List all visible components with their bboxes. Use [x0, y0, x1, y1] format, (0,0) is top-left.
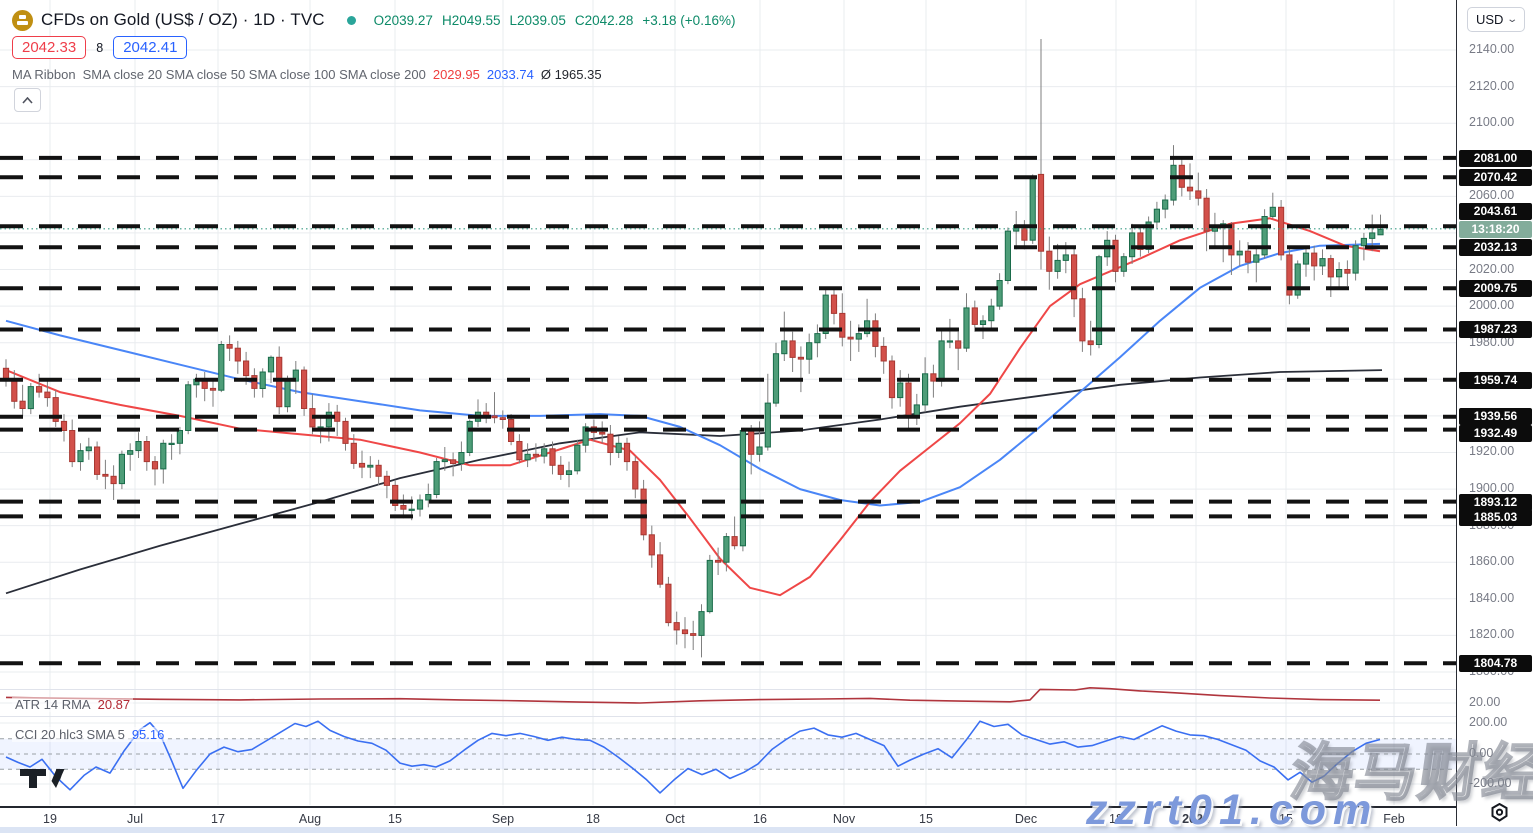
price-level-badge: 2043.61 [1459, 202, 1532, 220]
time-axis-label: Oct [665, 812, 685, 826]
open-value: O2039.27 [373, 12, 433, 28]
price-level-badge: 1885.03 [1459, 508, 1532, 526]
indicator-legend[interactable]: MA Ribbon SMA close 20 SMA close 50 SMA … [12, 67, 602, 82]
price-gridline-label: 1860.00 [1469, 554, 1515, 568]
time-axis-label: Feb [1383, 812, 1405, 826]
price-gridline-label: 1920.00 [1469, 444, 1515, 458]
currency-label: USD [1476, 12, 1504, 27]
indicator-value-1: 2029.95 [432, 67, 480, 82]
price-level-badge: 1893.12 [1459, 493, 1532, 511]
time-axis[interactable]: 19 Jul 17 Aug 15 Sep 18 Oct 16 Nov 15 Dec 18 2024 15 Fe… [0, 806, 1533, 827]
time-axis-label: Sep [491, 812, 515, 826]
time-axis-label: 18 [1109, 812, 1123, 826]
sma-fast-line [5, 217, 1381, 597]
symbol-row: CFDs on Gold (US$ / OZ) · 1D · TVC O2039… [12, 8, 735, 32]
price-level-badge: 2032.13 [1459, 238, 1532, 256]
price-level-badge: 1804.78 [1459, 654, 1532, 672]
price-level-badge: 1932.49 [1459, 424, 1532, 442]
price-gridline-label: 2060.00 [1469, 188, 1515, 202]
price-level-badge: 1939.56 [1459, 407, 1532, 425]
price-level-badge: 2070.42 [1459, 168, 1532, 186]
time-axis-label: 15 [919, 812, 933, 826]
watermark-url: zzrt01.com [1086, 786, 1379, 833]
time-axis-label: 15 [388, 812, 402, 826]
time-axis-label: 18 [586, 812, 600, 826]
currency-selector[interactable]: USD ⌄ [1467, 7, 1525, 32]
ohlc-values: O2039.27 H2049.55 L2039.05 C2042.28 +3.1… [374, 13, 736, 28]
chevron-up-icon [22, 96, 33, 104]
sma-200-line [5, 369, 1383, 595]
candles [2, 39, 1384, 658]
time-axis-label: 19 [43, 812, 57, 826]
cci-pane-legend[interactable]: CCI 20 hlc3 SMA 5 95.16 [12, 727, 168, 742]
price-gridline-label: 1820.00 [1469, 627, 1515, 641]
indicator-value-2: 2033.74 [486, 67, 534, 82]
candle-countdown-badge: 13:18:20 [1459, 220, 1532, 238]
high-value: H2049.55 [441, 12, 501, 28]
price-gridline-label: 2140.00 [1469, 42, 1515, 56]
close-value: C2042.28 [574, 12, 634, 28]
pane-gridline-label: 0.00 [1469, 746, 1494, 760]
atr-pane-legend[interactable]: ATR 14 RMA 20.87 [12, 697, 134, 712]
indicator-avg-value: Ø 1965.35 [540, 67, 602, 82]
gold-symbol-icon [12, 9, 33, 31]
atr-value: 20.87 [97, 697, 131, 712]
gear-icon[interactable] [1490, 802, 1509, 827]
bottom-strip [0, 827, 1533, 833]
time-axis-label: Nov [832, 812, 856, 826]
symbol-title[interactable]: CFDs on Gold (US$ / OZ) · 1D · TVC [41, 10, 325, 29]
spread-value: 8 [96, 40, 104, 55]
time-axis-label: 16 [753, 812, 767, 826]
cci-label: CCI 20 hlc3 SMA 5 [15, 727, 125, 742]
time-axis-label: Aug [298, 812, 322, 826]
indicator-name: MA Ribbon [12, 67, 76, 82]
price-level-badge: 1959.74 [1459, 371, 1532, 389]
change-value: +3.18 (+0.16%) [642, 12, 736, 28]
price-level-badge: 2009.75 [1459, 279, 1532, 297]
sell-button[interactable]: 2042.33 [12, 36, 87, 59]
time-axis-label: Dec [1014, 812, 1038, 826]
pane-gridline-label: 20.00 [1469, 695, 1501, 709]
atr-line [5, 686, 1381, 704]
time-axis-label: 15 [1279, 812, 1293, 826]
price-gridline-label: 2000.00 [1469, 298, 1515, 312]
price-gridline-label: 2100.00 [1469, 115, 1515, 129]
price-gridline-label: 1900.00 [1469, 481, 1515, 495]
price-gridline-label: 2020.00 [1469, 262, 1515, 276]
price-gridline-label: 1980.00 [1469, 335, 1515, 349]
atr-label: ATR 14 RMA [15, 697, 91, 712]
collapse-legend-button[interactable] [14, 88, 41, 112]
tradingview-logo[interactable] [20, 768, 66, 794]
time-axis-label: 2024 [1182, 812, 1210, 826]
price-gridline-label: 2120.00 [1469, 79, 1515, 93]
price-level-badge: 2081.00 [1459, 149, 1532, 167]
cci-line [5, 720, 1381, 794]
bid-ask-row: 2042.33 8 2042.41 [12, 36, 188, 59]
sma-slow-line [5, 242, 1381, 507]
cci-value: 95.16 [131, 727, 165, 742]
time-axis-label: 17 [211, 812, 225, 826]
price-scale[interactable]: USD ⌄ 2140.002120.002100.002080.002060.0… [1456, 0, 1533, 826]
chevron-down-icon: ⌄ [1505, 14, 1518, 25]
pane-gridline-label: 200.00 [1469, 715, 1508, 729]
low-value: L2039.05 [509, 12, 566, 28]
indicator-params: SMA close 20 SMA close 50 SMA close 100 … [82, 67, 426, 82]
buy-button[interactable]: 2042.41 [113, 36, 188, 59]
market-open-status-icon[interactable] [346, 15, 356, 25]
time-axis-label: Jul [127, 812, 143, 826]
price-gridline-label: 1840.00 [1469, 591, 1515, 605]
pane-gridline-label: -200.00 [1469, 776, 1512, 790]
price-level-badge: 1987.23 [1459, 320, 1532, 338]
